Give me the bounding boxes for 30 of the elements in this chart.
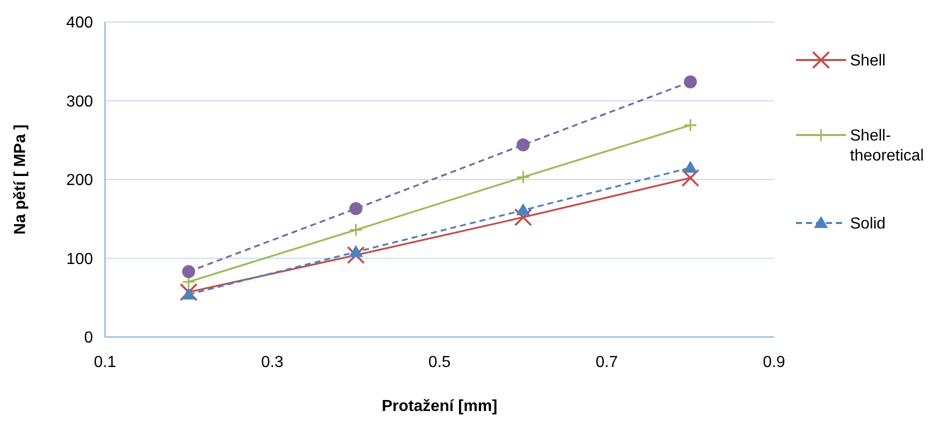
point	[516, 203, 530, 216]
point	[180, 283, 198, 302]
legend-label: Shell	[850, 52, 886, 70]
x-tick-label: 0.1	[94, 354, 116, 371]
legend-label: Solid	[850, 216, 886, 233]
legend-label: Shell-theoretical	[850, 128, 924, 165]
point	[349, 223, 363, 237]
point	[349, 202, 362, 216]
point	[514, 208, 532, 226]
point	[681, 168, 700, 187]
point	[516, 138, 530, 152]
point	[348, 244, 363, 257]
point	[683, 160, 698, 173]
y-tick-label: 400	[66, 14, 94, 32]
point	[346, 246, 365, 264]
point	[516, 170, 530, 184]
y-tick-label: 0	[84, 330, 94, 347]
y-axis-title: Na pětí [ MPa ]	[12, 124, 29, 235]
point	[182, 287, 196, 300]
y-tick-label: 200	[66, 172, 94, 190]
x-tick-label: 0.9	[762, 354, 786, 371]
y-tick-label: 100	[66, 250, 94, 268]
x-tick-label: 0.7	[596, 354, 618, 371]
y-tick-label: 300	[66, 93, 94, 110]
point	[684, 118, 698, 132]
x-tick-label: 0.3	[261, 354, 284, 371]
x-axis-title: Protažení [mm]	[382, 398, 498, 415]
point	[182, 265, 196, 278]
x-tick-label: 0.5	[428, 354, 451, 371]
point	[684, 75, 697, 88]
